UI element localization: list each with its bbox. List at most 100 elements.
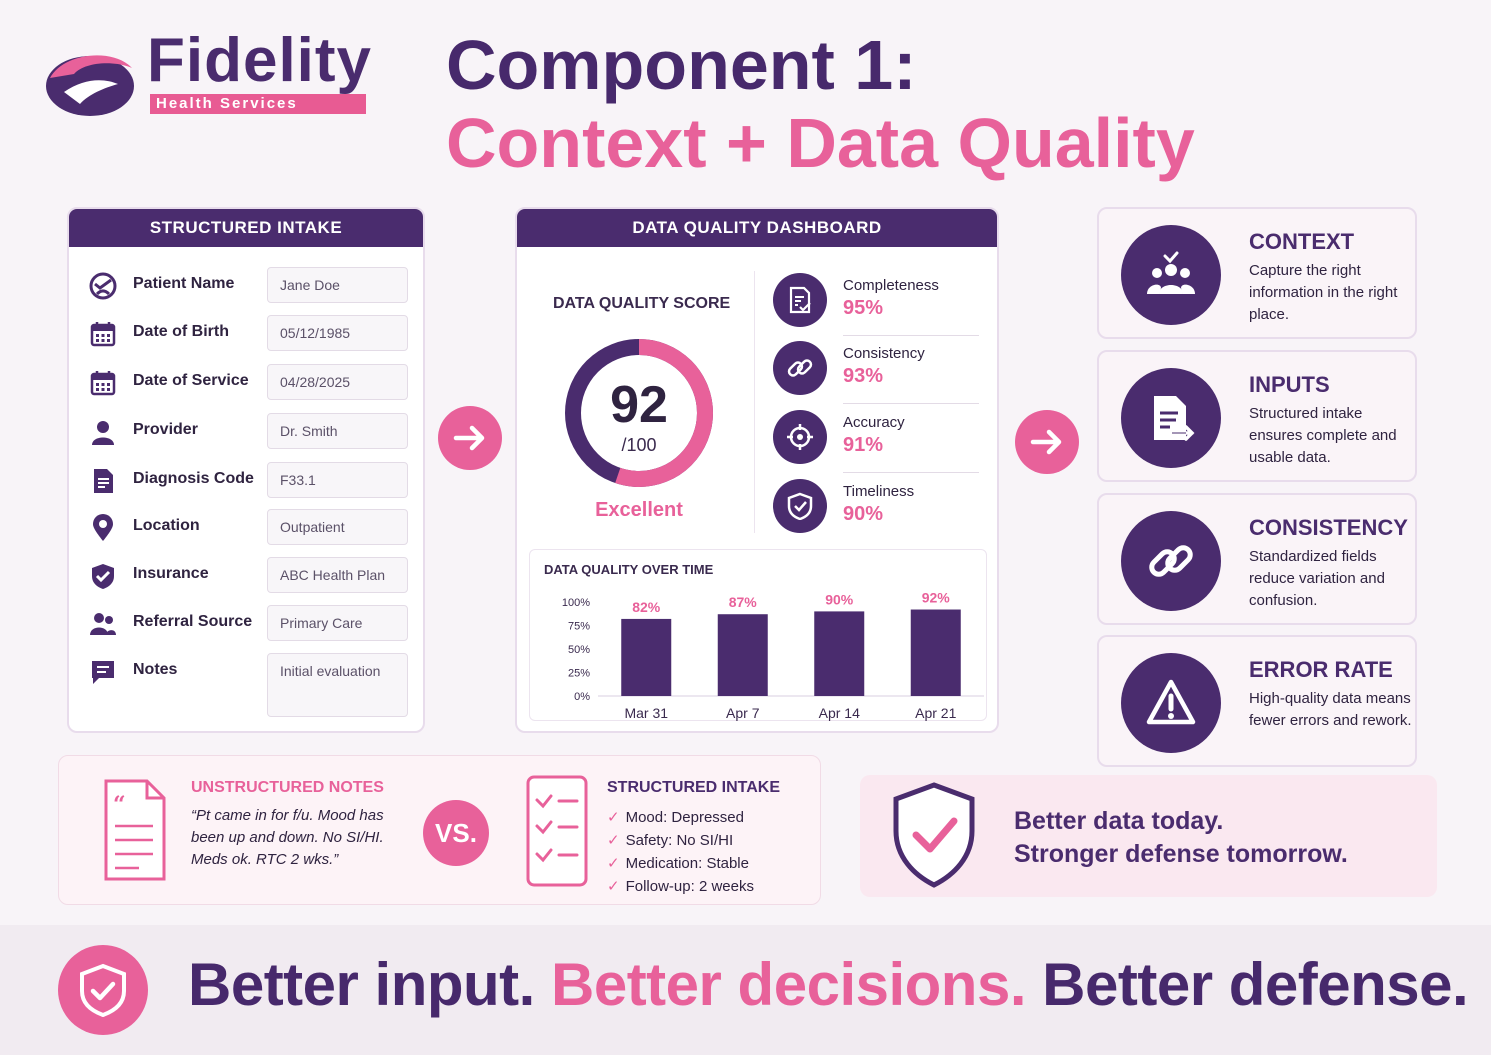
field-value[interactable]: Initial evaluation	[267, 653, 408, 717]
field-label: Date of Birth	[133, 323, 229, 340]
intake-field-row: Referral Source Primary Care	[89, 605, 409, 641]
intake-header: STRUCTURED INTAKE	[69, 209, 423, 247]
bar-data-label: 90%	[825, 591, 854, 607]
structured-item: ✓ Mood: Depressed	[607, 809, 744, 826]
svg-text:“: “	[113, 792, 126, 818]
form-input-icon	[1121, 368, 1221, 468]
slogan-part: Better defense.	[1042, 951, 1469, 1018]
metric-name: Accuracy	[843, 414, 905, 431]
dashboard-header: DATA QUALITY DASHBOARD	[517, 209, 997, 247]
metric-consistency: Consistency 93%	[773, 341, 979, 404]
structured-item: ✓ Follow-up: 2 weeks	[607, 878, 754, 895]
field-value[interactable]: Jane Doe	[267, 267, 408, 303]
field-value[interactable]: ABC Health Plan	[267, 557, 408, 593]
chart-title: DATA QUALITY OVER TIME	[544, 562, 714, 577]
field-value[interactable]: Outpatient	[267, 509, 408, 545]
intake-field-row: Diagnosis Code F33.1	[89, 462, 409, 498]
bar-chart-svg: 0% 25% 50% 75% 100% 82% Mar 31 87% Apr 7 90% Apr 1…	[562, 590, 984, 721]
score-max: /100	[621, 435, 657, 455]
score-value: 92	[610, 376, 668, 434]
quality-over-time-chart: DATA QUALITY OVER TIME 0% 25% 50% 75% 100% 82…	[529, 549, 987, 721]
shield-check-icon	[893, 782, 975, 888]
metric-value: 91%	[843, 434, 884, 456]
field-label: Location	[133, 517, 200, 534]
field-value[interactable]: F33.1	[267, 462, 408, 498]
feature-title: CONSISTENCY	[1249, 515, 1408, 540]
data-quality-dashboard-card: DATA QUALITY DASHBOARD DATA QUALITY SCOR…	[515, 207, 999, 733]
logo-wordmark: Fidelity	[147, 26, 373, 95]
slogan-part: Better input.	[188, 951, 535, 1018]
notes-comparison: “ UNSTRUCTURED NOTES “Pt came in for f/u…	[58, 755, 821, 905]
chain-link-icon	[1121, 511, 1221, 611]
intake-field-row: Patient Name Jane Doe	[89, 267, 409, 303]
document-icon	[89, 467, 117, 495]
warning-icon	[1121, 653, 1221, 753]
page-title-line2: Context + Data Quality	[446, 104, 1195, 182]
field-value[interactable]: Dr. Smith	[267, 413, 408, 449]
intake-field-row: Date of Service 04/28/2025	[89, 364, 409, 400]
intake-field-row: Provider Dr. Smith	[89, 413, 409, 449]
link-icon	[773, 341, 827, 395]
logo-tagline: Health Services	[150, 94, 366, 114]
intake-field-row: Location Outpatient	[89, 509, 409, 545]
field-value[interactable]: 05/12/1985	[267, 315, 408, 351]
bar	[621, 618, 672, 696]
shield-icon	[58, 945, 148, 1035]
footer-slogan: Better input. Better decisions. Better d…	[188, 955, 1469, 1015]
logo	[44, 40, 404, 125]
metric-value: 93%	[843, 365, 884, 387]
metric-name: Timeliness	[843, 483, 915, 500]
shield-check-icon	[89, 562, 117, 590]
structured-item: ✓ Safety: No SI/HI	[607, 832, 734, 849]
field-label: Date of Service	[133, 372, 249, 389]
feature-desc: High-quality data means fewer errors and…	[1249, 690, 1412, 729]
feature-error-rate: ERROR RATE High-quality data means fewer…	[1097, 635, 1417, 767]
location-pin-icon	[89, 514, 117, 542]
feature-desc: Structured intake ensures complete and u…	[1249, 405, 1397, 466]
metric-value: 90%	[843, 503, 884, 525]
field-label: Insurance	[133, 565, 209, 582]
tagline-line2: Stronger defense tomorrow.	[1014, 840, 1348, 868]
bar	[814, 611, 865, 696]
x-tick-label: Mar 31	[624, 705, 668, 721]
feature-desc: Standardized fields reduce variation and…	[1249, 548, 1385, 609]
field-label: Patient Name	[133, 275, 235, 292]
tagline-line1: Better data today.	[1014, 807, 1224, 835]
field-label: Diagnosis Code	[133, 470, 254, 487]
score-donut	[565, 339, 713, 487]
metric-completeness: Completeness 95%	[773, 273, 979, 336]
field-value[interactable]: 04/28/2025	[267, 364, 408, 400]
y-tick-label: 25%	[568, 668, 590, 680]
feature-consistency: CONSISTENCY Standardized fields reduce v…	[1097, 493, 1417, 625]
target-icon	[773, 410, 827, 464]
feature-desc: Capture the right information in the rig…	[1249, 262, 1398, 323]
arrow-right-icon	[438, 406, 502, 470]
vs-badge: VS.	[423, 800, 489, 866]
patient-icon	[89, 272, 117, 300]
y-tick-label: 75%	[568, 621, 590, 633]
bar	[910, 609, 961, 696]
intake-field-row: Date of Birth 05/12/1985	[89, 315, 409, 351]
unstructured-title: UNSTRUCTURED NOTES	[191, 779, 384, 796]
field-label: Provider	[133, 421, 198, 438]
x-tick-label: Apr 7	[726, 705, 760, 721]
people-icon	[89, 610, 117, 638]
metric-name: Consistency	[843, 345, 925, 362]
person-icon	[89, 418, 117, 446]
bar-data-label: 87%	[729, 594, 758, 610]
checklist-icon	[773, 273, 827, 327]
feature-title: CONTEXT	[1249, 229, 1355, 254]
calendar-icon	[89, 320, 117, 348]
footer-banner: Better input. Better decisions. Better d…	[0, 925, 1491, 1055]
divider	[754, 271, 755, 533]
intake-field-row: Insurance ABC Health Plan	[89, 557, 409, 593]
bar-data-label: 92%	[922, 590, 951, 606]
feature-title: ERROR RATE	[1249, 657, 1393, 682]
field-value[interactable]: Primary Care	[267, 605, 408, 641]
intake-field-row: Notes Initial evaluation	[89, 653, 409, 717]
page-title-line1: Component 1:	[446, 26, 917, 104]
unstructured-text: “Pt came in for f/u. Mood has been up an…	[191, 807, 384, 868]
bar	[717, 614, 768, 696]
metric-name: Completeness	[843, 277, 939, 294]
arrow-right-icon	[1015, 410, 1079, 474]
